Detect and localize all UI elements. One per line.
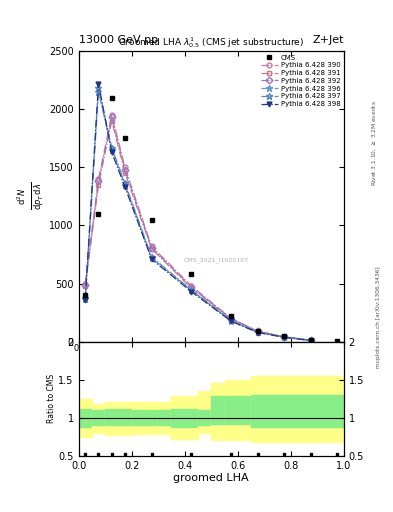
Pythia 6.428 398 — [255, 329, 260, 335]
Text: CMS_2021_I1920187: CMS_2021_I1920187 — [184, 258, 249, 263]
Pythia 6.428 392 — [83, 282, 88, 288]
Pythia 6.428 397 — [109, 144, 114, 151]
Pythia 6.428 391 — [109, 118, 114, 124]
Pythia 6.428 396 — [229, 317, 233, 324]
Pythia 6.428 397 — [96, 86, 101, 92]
Pythia 6.428 390 — [189, 283, 194, 289]
Text: 13000 GeV pp: 13000 GeV pp — [79, 34, 158, 45]
Pythia 6.428 398 — [229, 318, 233, 324]
Line: Pythia 6.428 390: Pythia 6.428 390 — [83, 113, 313, 343]
Pythia 6.428 397 — [282, 334, 286, 340]
Pythia 6.428 391 — [83, 283, 88, 289]
Pythia 6.428 396 — [309, 337, 313, 344]
Pythia 6.428 397 — [149, 254, 154, 260]
Pythia 6.428 398 — [149, 256, 154, 262]
Pythia 6.428 392 — [149, 244, 154, 250]
CMS — [255, 328, 260, 334]
Title: Groomed LHA $\lambda^{1}_{0.5}$ (CMS jet substructure): Groomed LHA $\lambda^{1}_{0.5}$ (CMS jet… — [118, 35, 304, 50]
Pythia 6.428 392 — [229, 315, 233, 322]
Pythia 6.428 390 — [255, 328, 260, 334]
Pythia 6.428 396 — [149, 255, 154, 261]
CMS — [189, 271, 194, 278]
Pythia 6.428 392 — [189, 284, 194, 290]
Pythia 6.428 397 — [309, 337, 313, 344]
Pythia 6.428 398 — [123, 184, 127, 190]
Pythia 6.428 396 — [109, 147, 114, 153]
Pythia 6.428 390 — [282, 334, 286, 340]
Pythia 6.428 396 — [83, 295, 88, 302]
Pythia 6.428 390 — [309, 337, 313, 343]
Y-axis label: $\mathrm{d}^2N$
$\overline{\mathrm{d}p_T\,\mathrm{d}\lambda}$: $\mathrm{d}^2N$ $\overline{\mathrm{d}p_T… — [16, 182, 46, 210]
CMS — [282, 333, 286, 339]
CMS — [96, 211, 101, 217]
Pythia 6.428 392 — [255, 328, 260, 334]
Pythia 6.428 396 — [96, 89, 101, 95]
Pythia 6.428 390 — [96, 176, 101, 182]
Pythia 6.428 397 — [189, 287, 194, 293]
Line: Pythia 6.428 398: Pythia 6.428 398 — [83, 81, 313, 343]
Pythia 6.428 390 — [229, 315, 233, 322]
CMS — [123, 135, 127, 141]
Pythia 6.428 396 — [255, 329, 260, 335]
Pythia 6.428 391 — [309, 337, 313, 344]
CMS — [149, 217, 154, 223]
Pythia 6.428 391 — [149, 246, 154, 252]
Legend: CMS, Pythia 6.428 390, Pythia 6.428 391, Pythia 6.428 392, Pythia 6.428 396, Pyt: CMS, Pythia 6.428 390, Pythia 6.428 391,… — [259, 53, 342, 109]
Pythia 6.428 397 — [229, 317, 233, 324]
Pythia 6.428 397 — [83, 295, 88, 301]
Pythia 6.428 392 — [109, 114, 114, 120]
Text: 0: 0 — [73, 345, 79, 353]
Pythia 6.428 398 — [96, 81, 101, 87]
Pythia 6.428 397 — [123, 180, 127, 186]
Pythia 6.428 396 — [189, 287, 194, 293]
X-axis label: groomed LHA: groomed LHA — [173, 473, 249, 483]
Pythia 6.428 396 — [123, 182, 127, 188]
Pythia 6.428 391 — [96, 182, 101, 188]
Pythia 6.428 391 — [123, 170, 127, 176]
Line: Pythia 6.428 397: Pythia 6.428 397 — [82, 85, 314, 344]
Line: Pythia 6.428 396: Pythia 6.428 396 — [82, 89, 314, 344]
Pythia 6.428 390 — [109, 112, 114, 118]
Pythia 6.428 398 — [282, 334, 286, 340]
CMS — [109, 95, 114, 101]
Pythia 6.428 396 — [282, 334, 286, 340]
Pythia 6.428 392 — [309, 337, 313, 343]
Pythia 6.428 398 — [309, 337, 313, 344]
Pythia 6.428 391 — [282, 334, 286, 340]
CMS — [309, 337, 313, 343]
Pythia 6.428 398 — [189, 289, 194, 295]
CMS — [83, 292, 88, 298]
Pythia 6.428 390 — [123, 164, 127, 170]
Text: Z+Jet: Z+Jet — [312, 34, 344, 45]
CMS — [335, 338, 340, 344]
Pythia 6.428 398 — [109, 149, 114, 155]
Pythia 6.428 397 — [255, 329, 260, 335]
Y-axis label: Ratio to CMS: Ratio to CMS — [47, 374, 55, 423]
Line: Pythia 6.428 391: Pythia 6.428 391 — [83, 118, 313, 343]
Text: Rivet 3.1.10, $\geq$ 3.2M events: Rivet 3.1.10, $\geq$ 3.2M events — [370, 100, 378, 186]
Pythia 6.428 391 — [255, 328, 260, 334]
Pythia 6.428 392 — [96, 178, 101, 184]
Line: CMS: CMS — [83, 95, 340, 344]
Pythia 6.428 398 — [83, 297, 88, 303]
CMS — [229, 313, 233, 319]
Pythia 6.428 391 — [229, 316, 233, 322]
Pythia 6.428 391 — [189, 285, 194, 291]
Pythia 6.428 392 — [282, 334, 286, 340]
Text: mcplots.cern.ch [arXiv:1306.3436]: mcplots.cern.ch [arXiv:1306.3436] — [376, 267, 380, 368]
Pythia 6.428 390 — [149, 243, 154, 249]
Pythia 6.428 390 — [83, 281, 88, 287]
Line: Pythia 6.428 392: Pythia 6.428 392 — [83, 115, 313, 343]
Pythia 6.428 392 — [123, 166, 127, 173]
